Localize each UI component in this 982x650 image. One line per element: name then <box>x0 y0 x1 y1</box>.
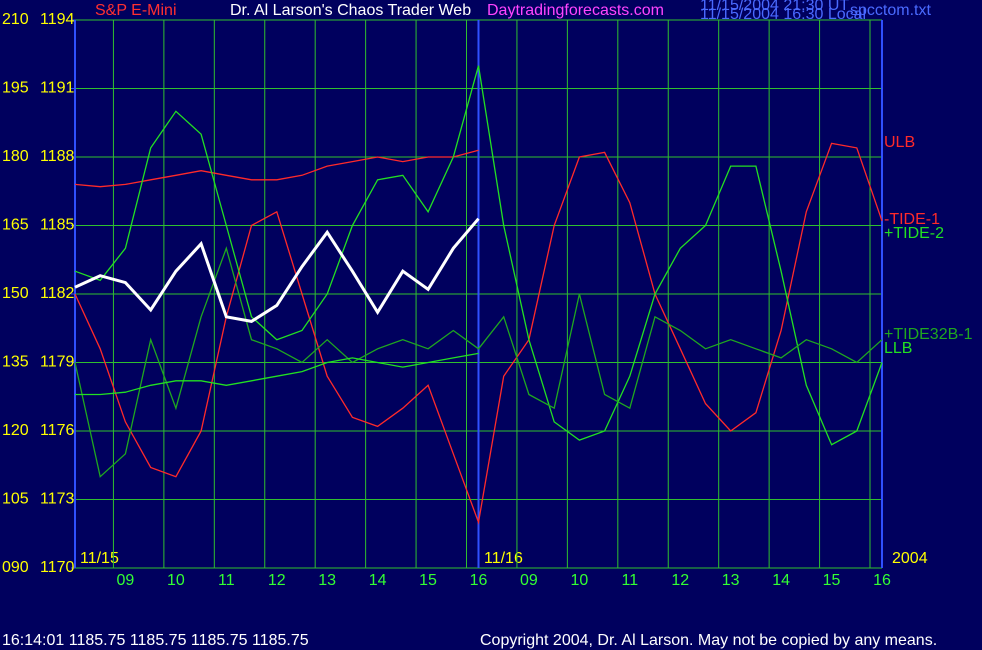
date-label: 11/16 <box>484 550 523 567</box>
x-tick-label: 11 <box>218 572 235 589</box>
indicator-line <box>74 246 883 478</box>
series-label: -TIDE-1 <box>884 211 940 228</box>
y2-tick-label: 1179 <box>40 354 75 371</box>
y-tick-label: 195 <box>2 80 29 97</box>
x-tick-label: 13 <box>722 572 740 589</box>
x-tick-label: 14 <box>772 572 790 589</box>
x-tick-label: 10 <box>570 572 588 589</box>
chart-title: Dr. Al Larson's Chaos Trader Web <box>230 2 471 19</box>
status-line: 16:14:01 1185.75 1185.75 1185.75 1185.75 <box>2 632 309 649</box>
x-tick-label: 16 <box>470 572 488 589</box>
x-tick-label: 11 <box>622 572 639 589</box>
y2-tick-label: 1170 <box>40 559 75 576</box>
x-tick-label: 09 <box>520 572 538 589</box>
y2-tick-label: 1182 <box>40 285 75 302</box>
y-tick-label: 180 <box>2 148 29 165</box>
price-line <box>74 217 480 323</box>
file-name: spcctom.txt <box>850 2 931 19</box>
series-label: +TIDE32B-1 <box>884 326 973 343</box>
y-tick-label: 210 <box>2 11 29 28</box>
y2-tick-label: 1191 <box>40 80 75 97</box>
y-tick-label: 135 <box>2 354 29 371</box>
site: Daytradingforecasts.com <box>487 2 664 19</box>
date-label: 11/15 <box>80 550 119 567</box>
x-tick-label: 13 <box>318 572 336 589</box>
y-tick-label: 120 <box>2 422 29 439</box>
timestamp: 11/15/2004 16:30 Local <box>700 6 866 23</box>
y2-tick-label: 1176 <box>40 422 75 439</box>
y2-tick-label: 1188 <box>40 148 75 165</box>
indicator-line <box>75 352 479 396</box>
copyright: Copyright 2004, Dr. Al Larson. May not b… <box>480 632 937 649</box>
x-tick-label: 15 <box>823 572 841 589</box>
series-label: ULB <box>884 134 915 151</box>
indicator-line <box>74 142 883 525</box>
y-tick-label: 165 <box>2 217 29 234</box>
y2-tick-label: 1185 <box>40 217 75 234</box>
x-tick-label: 12 <box>671 572 689 589</box>
x-tick-label: 12 <box>268 572 286 589</box>
indicator-line <box>74 65 883 446</box>
y2-tick-label: 1194 <box>40 11 75 28</box>
y2-tick-label: 1173 <box>40 491 75 508</box>
y-tick-label: 090 <box>2 559 29 576</box>
y-tick-label: 150 <box>2 285 29 302</box>
date-label: 2004 <box>892 550 928 567</box>
series-label: LLB <box>884 340 912 357</box>
chart-subtitle: S&P E-Mini <box>95 2 177 19</box>
timestamp: 11/15/2004 21:30 UT <box>700 0 849 14</box>
x-tick-label: 14 <box>369 572 387 589</box>
x-tick-label: 15 <box>419 572 437 589</box>
series-label: +TIDE-2 <box>884 225 944 242</box>
x-tick-label: 16 <box>873 572 891 589</box>
x-tick-label: 10 <box>167 572 185 589</box>
y-tick-label: 105 <box>2 491 29 508</box>
x-tick-label: 09 <box>117 572 135 589</box>
